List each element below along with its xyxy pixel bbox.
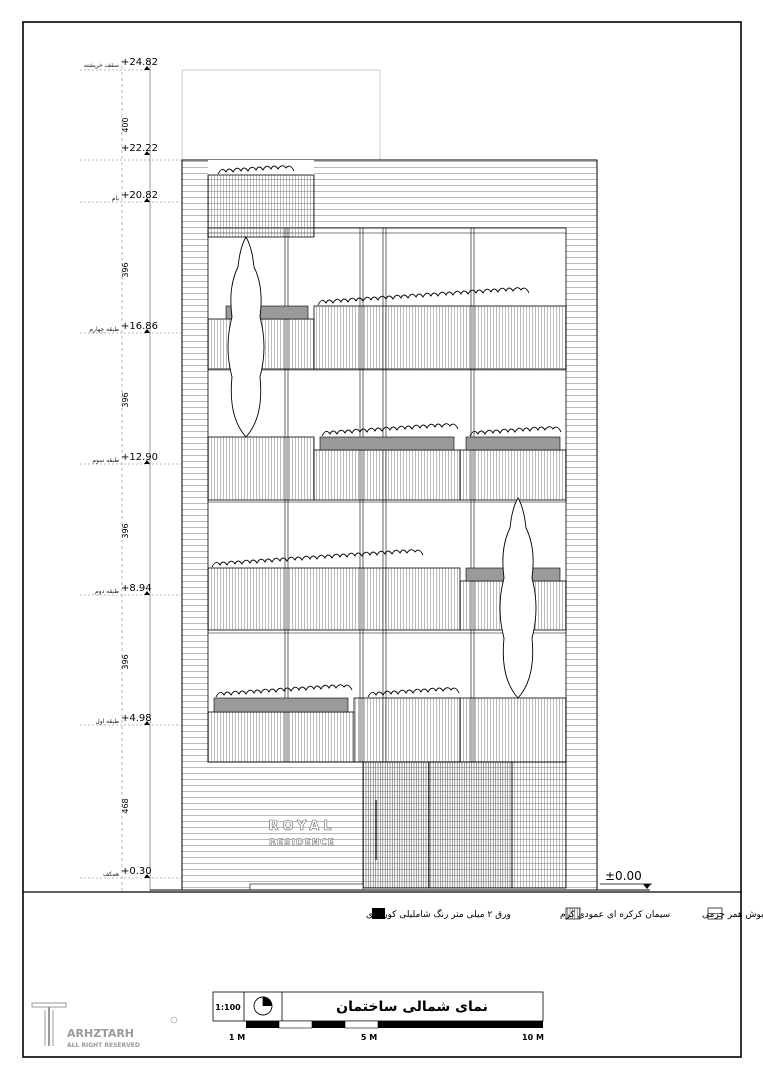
legend-swatch	[372, 908, 385, 919]
scale-bar-label: 1 M	[229, 1033, 245, 1042]
svg-text:+4.98: +4.98	[121, 713, 152, 724]
logo-subtext: ALL RIGHT RESERVED	[67, 1042, 140, 1049]
north-arrow-icon	[253, 996, 273, 1016]
drawing-title: نمای شمالی ساختمان	[336, 999, 488, 1015]
svg-text:+0.30: +0.30	[121, 866, 152, 877]
signage-residence: RESIDENCE	[269, 838, 335, 848]
dimension-label: 396	[121, 262, 130, 277]
scale-bar	[246, 1020, 543, 1029]
level-dimension-line	[121, 60, 151, 892]
dimension-label: 396	[121, 523, 130, 538]
legend-label: سیمان کرکره ای عمودی کرم	[560, 910, 670, 920]
legend-item: تراورتن بوش همر چرمی	[702, 907, 763, 920]
level-markers: +24.82 سقف خرپشته +22.22 +20.82 بام +16.…	[80, 57, 182, 879]
storey-dimensions: 400 396 396 396 396 468	[121, 117, 130, 813]
planter-foliage	[211, 165, 562, 698]
svg-text:طبقه اول: طبقه اول	[95, 718, 119, 725]
svg-text:طبقه چهارم: طبقه چهارم	[89, 326, 119, 333]
brand-logo: ARHZTARH ALL RIGHT RESERVED	[31, 1002, 178, 1049]
svg-text:+24.82: +24.82	[121, 57, 158, 68]
svg-text:+16.86: +16.86	[121, 321, 158, 332]
svg-text:طبقه سوم: طبقه سوم	[92, 457, 119, 464]
ground-level-marker: ±0.00	[600, 869, 652, 889]
level-marker: +0.30 همکف	[80, 866, 182, 879]
sheet-border	[22, 21, 742, 1058]
dimension-label: 396	[121, 654, 130, 669]
scale-bar-label: 10 M	[522, 1033, 544, 1042]
legend-swatch	[565, 907, 581, 920]
logo-text: ARHZTARH	[67, 1027, 134, 1040]
garage-door	[428, 761, 513, 889]
svg-text:+20.82: +20.82	[121, 190, 158, 201]
level-marker: +24.82 سقف خرپشته	[80, 57, 158, 71]
level-marker: +16.86 طبقه چهارم	[80, 321, 182, 334]
legend-item: ورق ۲ میلی متر رنگ شاملیلی کوره ای	[366, 908, 511, 920]
legend-item: سیمان کرکره ای عمودی کرم	[560, 907, 670, 920]
scale-bar-label: 5 M	[361, 1033, 377, 1042]
level-marker: +20.82 بام	[80, 190, 182, 203]
level-marker: +22.22	[80, 143, 182, 161]
svg-text:همکف: همکف	[103, 871, 119, 878]
svg-text:±0.00: ±0.00	[605, 869, 642, 883]
svg-text:+12.90: +12.90	[121, 452, 158, 463]
dimension-label: 468	[121, 798, 130, 813]
svg-text:بام: بام	[112, 195, 120, 202]
cypress-tree	[227, 236, 537, 699]
signage-royal: ROYAL	[268, 819, 335, 834]
dimension-label: 396	[121, 392, 130, 407]
legend-label: تراورتن بوش همر چرمی	[702, 910, 763, 920]
svg-text:+22.22: +22.22	[121, 143, 158, 154]
level-marker: +12.90 طبقه سوم	[80, 452, 182, 465]
svg-text:سقف خرپشته: سقف خرپشته	[84, 62, 119, 69]
material-legend: تراورتن بوش همر چرمی سیمان کرکره ای عمود…	[366, 907, 763, 920]
svg-text:طبقه دوم: طبقه دوم	[95, 588, 119, 595]
level-marker: +4.98 طبقه اول	[80, 713, 182, 726]
legend-label: ورق ۲ میلی متر رنگ شاملیلی کوره ای	[366, 908, 511, 920]
roof-planter-box	[207, 174, 315, 238]
building-elevation	[150, 69, 650, 891]
entrance-door	[362, 761, 430, 889]
svg-text:+8.94: +8.94	[121, 583, 152, 594]
title-block: 1:100 نمای شمالی ساختمان 1 M 5 M 10 M	[212, 991, 544, 1042]
drawing-scale: 1:100	[215, 1003, 241, 1012]
level-marker: +8.94 طبقه دوم	[80, 583, 182, 596]
dimension-label: 400	[121, 117, 130, 132]
